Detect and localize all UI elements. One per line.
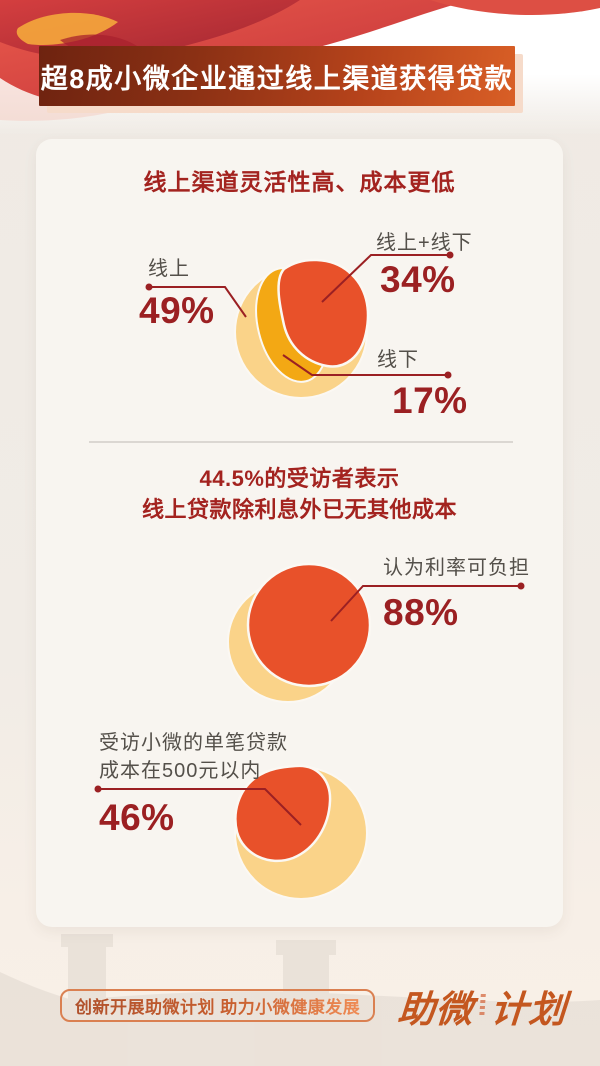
brand-logo-part1: 助微 [396, 990, 476, 1031]
brand-logo-part2: 计划 [489, 990, 569, 1031]
callout-label-online-offline: 线上+线下 [376, 232, 473, 254]
section2-heading-line2: 线上贷款除利息外已无其他成本 [141, 497, 457, 522]
callout-label-loan-cost-line2: 成本在500元以内 [99, 760, 262, 782]
callout-value-online-offline: 34% [380, 259, 456, 300]
headline-banner: 超8成小微企业通过线上渠道获得贷款 [39, 46, 515, 106]
callout-label-offline: 线下 [377, 349, 419, 371]
footer-slogan: 创新开展助微计划 助力小微健康发展 [75, 993, 360, 1018]
callout-value-online: 49% [139, 290, 215, 331]
section2-heading-line1: 44.5%的受访者表示 [199, 466, 400, 491]
callout-value-offline: 17% [392, 380, 468, 421]
brand-logo: 助微 计划 [396, 979, 569, 1033]
callout-label-loan-cost-line1: 受访小微的单笔贷款 [99, 732, 288, 754]
headline-title: 超8成小微企业通过线上渠道获得贷款 [40, 63, 514, 94]
section2-heading: 44.5%的受访者表示 线上贷款除利息外已无其他成本 [36, 463, 563, 525]
section1-title: 线上渠道灵活性高、成本更低 [143, 169, 456, 195]
callout-label-online: 线上 [148, 258, 190, 280]
callout-value-affordable-rate: 88% [383, 592, 459, 633]
logo-seal-mark [479, 994, 486, 1018]
great-wall-background [0, 934, 600, 1066]
callout-label-affordable-rate: 认为利率可负担 [383, 557, 530, 579]
footer-slogan-badge: 创新开展助微计划 助力小微健康发展 [60, 989, 376, 1022]
callout-value-loan-cost: 46% [99, 797, 175, 838]
